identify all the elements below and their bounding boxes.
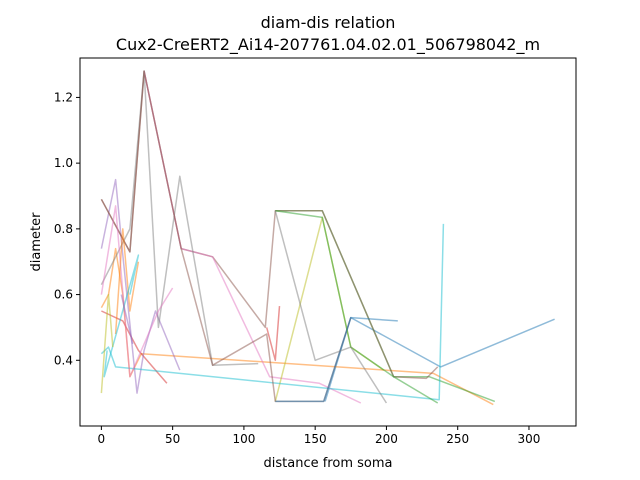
x-tick-label: 200 — [375, 432, 398, 446]
y-tick-label: 0.6 — [54, 288, 73, 302]
plot-lines — [100, 70, 555, 406]
y-tick-label: 0.4 — [54, 353, 73, 367]
series-line-15 — [274, 210, 388, 404]
y-tick-label: 0.8 — [54, 222, 73, 236]
x-axis-label: distance from soma — [264, 456, 393, 471]
y-tick-label: 1.0 — [54, 156, 73, 170]
series-line-10 — [100, 223, 445, 401]
plot-area-frame — [79, 57, 577, 427]
series-line-19 — [100, 293, 114, 394]
x-tick-label: 250 — [446, 432, 469, 446]
x-tick-label: 150 — [304, 432, 327, 446]
y-axis-label: diameter — [29, 212, 44, 272]
series-line-18 — [103, 254, 140, 378]
y-axis-ticks: 0.4 0.6 0.8 1.0 1.2 — [54, 90, 80, 367]
chart-title-line-1: diam-dis relation — [261, 13, 396, 32]
series-line-20 — [120, 294, 134, 345]
x-tick-label: 100 — [232, 432, 255, 446]
y-tick-label: 1.2 — [54, 90, 73, 104]
series-line-16 — [265, 306, 281, 362]
x-axis-ticks: 0 50 100 150 200 250 300 — [98, 426, 541, 446]
series-line-17 — [114, 228, 140, 335]
series-line-5 — [100, 178, 181, 394]
x-tick-label: 300 — [518, 432, 541, 446]
x-tick-label: 50 — [165, 432, 180, 446]
x-tick-label: 0 — [98, 432, 106, 446]
chart-title-line-2: Cux2-CreERT2_Ai14-207761.04.02.01_506798… — [116, 35, 540, 55]
series-line-13 — [275, 316, 398, 403]
series-line-14 — [100, 205, 174, 378]
